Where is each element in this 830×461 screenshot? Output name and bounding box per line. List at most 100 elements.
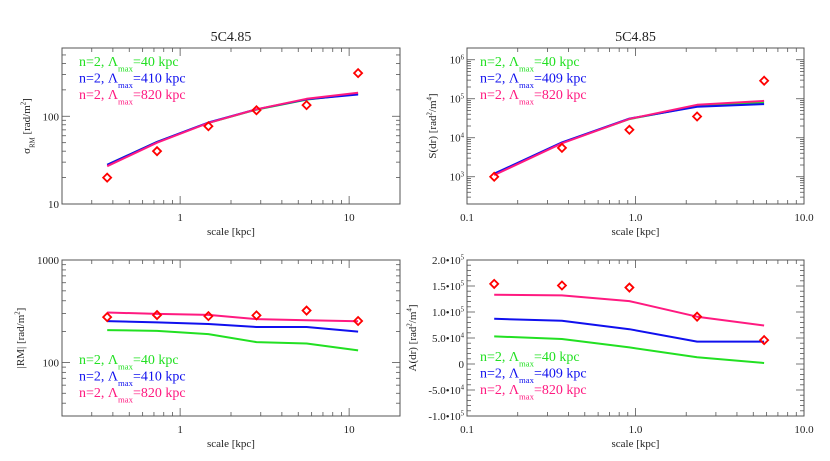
text-sup: 5 <box>461 281 465 288</box>
y-axis-label: A(dr) [rad2/m4] <box>407 304 419 371</box>
text-sup: 5 <box>461 411 465 418</box>
legend-entry-blue: n=2, Λmax=410 kpc <box>79 72 186 91</box>
text-part: =410 kpc <box>133 370 186 385</box>
y-tick-label: 105 <box>450 93 465 105</box>
y-tick-label: -5.0•104 <box>428 385 464 397</box>
text-part: ] <box>21 98 33 102</box>
data-point <box>691 111 703 122</box>
text-part: =40 kpc <box>133 55 179 70</box>
text-part: A(dr) [rad <box>407 326 419 371</box>
text-sup: 2 <box>15 311 22 315</box>
data-point <box>624 124 635 136</box>
text-part: =410 kpc <box>133 72 186 87</box>
text-part: n=2, Λ <box>480 383 520 398</box>
text-part: n=2, Λ <box>79 370 119 385</box>
panel-1: 1 10 10 100 scale [kpc] σRM [rad/m2] 5C4.85 n=2… <box>21 30 401 238</box>
ticks <box>466 47 805 205</box>
y-tick-label: 1.0•105 <box>432 307 465 319</box>
text-sub: max <box>519 359 535 369</box>
text-part: n=2, Λ <box>79 55 119 70</box>
text-sup: 2 <box>407 323 414 327</box>
y-tick-label: -1.0•105 <box>428 411 464 423</box>
text-part: =40 kpc <box>133 353 179 368</box>
y-tick-label: 0 <box>459 359 465 371</box>
data-point <box>301 305 312 316</box>
text-part: n=2, Λ <box>79 88 119 103</box>
text-part: -5.0•10 <box>428 385 461 397</box>
data-point <box>691 311 703 322</box>
text-sub: max <box>118 395 134 405</box>
x-axis-label: scale [kpc] <box>207 438 255 450</box>
series-line-pink <box>106 91 359 168</box>
text-part: -1.0•10 <box>428 411 461 423</box>
legend-entry-green: n=2, Λmax=40 kpc <box>480 350 580 369</box>
y-tick-label: 103 <box>450 171 465 183</box>
data-point <box>556 142 568 154</box>
legend-entry-pink: n=2, Λmax=820 kpc <box>79 88 186 107</box>
legend-entry-blue: n=2, Λmax=409 kpc <box>480 72 587 91</box>
data-point <box>352 315 364 327</box>
text-part: /m <box>407 311 419 323</box>
data-point <box>488 171 500 183</box>
text-part: n=2, Λ <box>480 55 520 70</box>
legend-entry-green: n=2, Λmax=40 kpc <box>79 353 179 372</box>
text-sub: max <box>519 80 535 90</box>
text-sup: 4 <box>461 132 465 139</box>
text-part: 10 <box>450 172 462 184</box>
data-point <box>624 282 635 293</box>
text-part: ] <box>15 308 27 312</box>
data-point <box>203 310 214 322</box>
data-point <box>151 145 163 157</box>
text-part: n=2, Λ <box>79 386 119 401</box>
series-line-blue <box>107 320 359 333</box>
text-part: n=2, Λ <box>79 72 119 87</box>
x-tick-label: 10 <box>344 212 356 224</box>
text-sub: max <box>519 375 535 385</box>
text-part: 5.0•10 <box>432 333 461 345</box>
ticks <box>61 259 401 417</box>
data-point <box>101 172 113 183</box>
text-part: =409 kpc <box>534 367 587 382</box>
series-line-green <box>107 329 359 352</box>
text-sub: max <box>118 80 134 90</box>
text-sup: 2 <box>427 112 434 116</box>
legend-entry-blue: n=2, Λmax=409 kpc <box>480 367 587 386</box>
legend-entry-pink: n=2, Λmax=820 kpc <box>79 386 186 405</box>
y-axis-label: S(dr) [rad2/m4] <box>427 93 439 158</box>
series-line-green <box>106 92 359 166</box>
text-sub: max <box>519 97 535 107</box>
text-part: =409 kpc <box>534 72 587 87</box>
x-tick-label: 1.0 <box>629 424 643 436</box>
data-point <box>758 334 770 346</box>
text-part: =40 kpc <box>534 55 580 70</box>
x-tick-label: 10.0 <box>794 424 814 436</box>
text-sup: 4 <box>407 308 414 312</box>
legend-entry-green: n=2, Λmax=40 kpc <box>79 55 179 74</box>
x-tick-label: 1 <box>177 424 183 436</box>
data-point <box>488 278 500 290</box>
text-part: 10 <box>450 55 462 67</box>
text-part: =820 kpc <box>133 386 186 401</box>
chart-title: 5C4.85 <box>211 30 252 45</box>
ticks <box>61 47 401 205</box>
series-line-blue <box>493 103 765 175</box>
x-tick-label: 1.0 <box>629 212 643 224</box>
y-tick-label: 5.0•104 <box>432 333 465 345</box>
text-part: 10 <box>450 94 462 106</box>
x-axis-label: scale [kpc] <box>207 226 255 238</box>
y-tick-label: 1.5•105 <box>432 281 465 293</box>
y-tick-label: 106 <box>450 54 465 66</box>
series-line-pink <box>494 293 765 327</box>
ticks <box>466 259 805 417</box>
x-tick-label: 10 <box>344 424 356 436</box>
data-point <box>251 310 262 321</box>
data-point <box>251 105 262 116</box>
legend-entry-pink: n=2, Λmax=820 kpc <box>480 88 587 107</box>
y-tick-label: 10 <box>48 199 60 211</box>
text-part: n=2, Λ <box>480 350 520 365</box>
text-sup: 5 <box>461 255 465 262</box>
text-part: 2.0•10 <box>432 255 461 267</box>
text-part: ] <box>427 93 439 97</box>
text-part: σ <box>21 148 33 154</box>
